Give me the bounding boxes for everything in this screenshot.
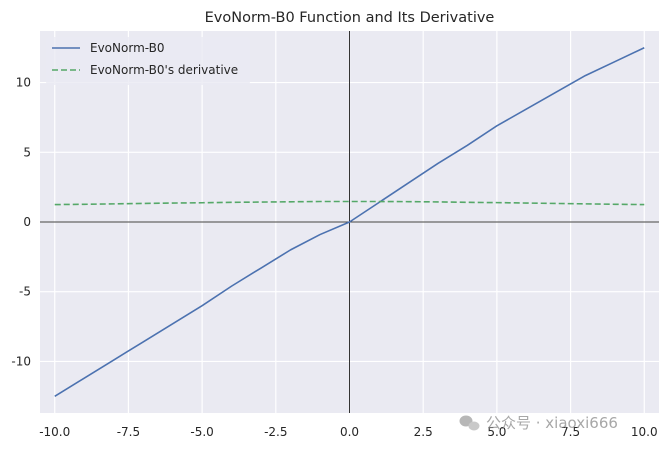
x-tick-label: -7.5: [117, 425, 140, 439]
x-tick-label: 5.0: [487, 425, 506, 439]
watermark: 公众号 · xiaoxi666: [459, 414, 618, 432]
y-tick-label: 5: [23, 145, 31, 159]
y-tick-label: -10: [11, 354, 31, 368]
x-tick-label: 2.5: [414, 425, 433, 439]
x-tick-label: 0.0: [340, 425, 359, 439]
legend: EvoNorm-B0 EvoNorm-B0's derivative: [46, 37, 250, 85]
chart-title: EvoNorm-B0 Function and Its Derivative: [205, 10, 495, 26]
x-tick-label: 10.0: [631, 425, 658, 439]
series-line-evonorm-b0: [54, 47, 645, 397]
series-layer: [54, 47, 645, 397]
y-axis-ticks: -10 -5 0 5 10: [11, 76, 31, 369]
x-axis-ticks: -10.0 -7.5 -5.0 -2.5 0.0 2.5 5.0 7.5 10.0: [39, 425, 657, 439]
legend-label-evonorm-b0-derivative: EvoNorm-B0's derivative: [90, 63, 238, 77]
series-line-evonorm-b0-s-derivative: [54, 200, 645, 206]
y-tick-label: 0: [23, 215, 31, 229]
x-tick-label: -2.5: [264, 425, 287, 439]
x-tick-label: -10.0: [39, 425, 70, 439]
x-tick-label: -5.0: [190, 425, 213, 439]
legend-label-evonorm-b0: EvoNorm-B0: [90, 41, 165, 55]
y-tick-label: -5: [19, 285, 31, 299]
wechat-icon: [459, 415, 480, 431]
x-tick-label: 7.5: [561, 425, 580, 439]
watermark-text: 公众号 · xiaoxi666: [486, 414, 618, 432]
legend-box: [46, 37, 250, 85]
y-tick-label: 10: [16, 76, 31, 90]
